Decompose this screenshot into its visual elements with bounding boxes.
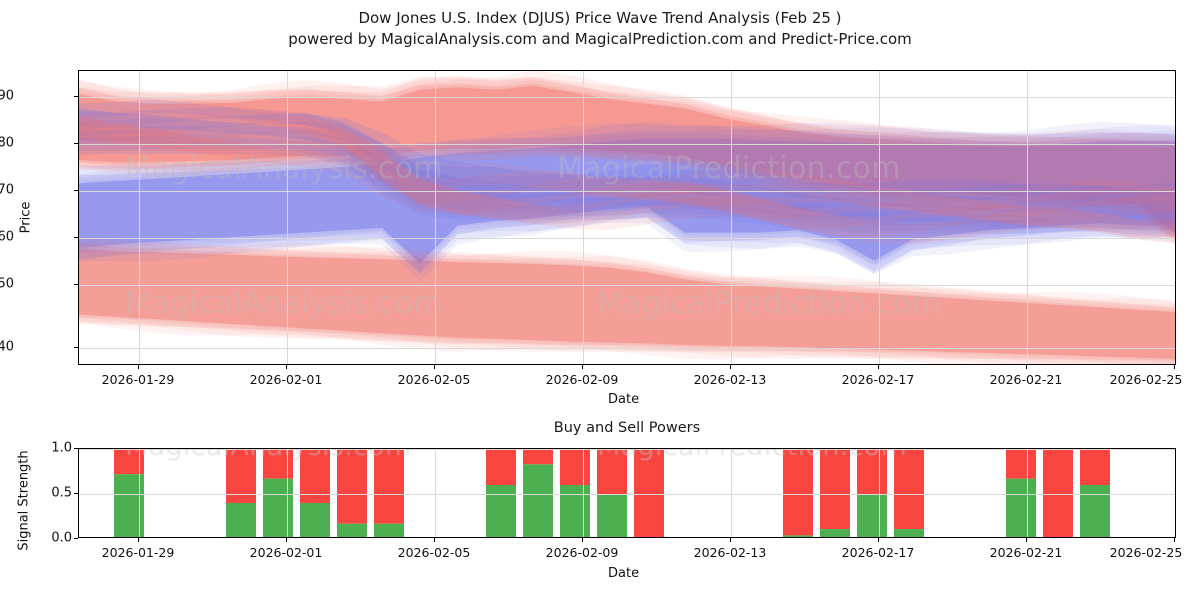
xtick-main-1: 2026-02-01 (249, 372, 323, 387)
sell-power-bar (820, 449, 850, 530)
page-subtitle: powered by MagicalAnalysis.com and Magic… (288, 30, 912, 48)
buy-power-bar (226, 503, 256, 537)
date-axis-label-lower: Date (608, 566, 640, 581)
buy-power-bar (523, 464, 553, 537)
ytick-1690: 1690 (0, 88, 14, 104)
price-chart-plot-area: MagicalAnalysis.com MagicalPrediction.co… (78, 70, 1176, 365)
xtick-lower-5: 2026-02-17 (841, 545, 915, 560)
ytick-1670: 1670 (0, 182, 14, 198)
ytick-1680: 1680 (0, 135, 14, 151)
buy-power-bar (337, 523, 367, 537)
xtick-main-2: 2026-02-05 (397, 372, 471, 387)
sell-power-bar (374, 449, 404, 524)
xtick-main-6: 2026-02-21 (989, 372, 1063, 387)
xtick-lower-6: 2026-02-21 (989, 545, 1063, 560)
sell-power-bar (894, 449, 924, 530)
buy-power-bar (1006, 478, 1036, 537)
buy-sell-power-bars (114, 449, 1110, 537)
sell-power-bar (597, 449, 627, 494)
lower-panel-title: Buy and Sell Powers (553, 420, 701, 436)
buy-power-bar (374, 523, 404, 537)
sell-power-bar (1006, 449, 1036, 479)
sell-power-bar (337, 449, 367, 524)
ytick-signal-05: 0.5 (51, 485, 72, 501)
sell-power-bar (783, 449, 813, 536)
buy-power-bar (857, 494, 887, 537)
xtick-main-7: 2026-02-25 (1109, 372, 1183, 387)
buy-power-bar (894, 529, 924, 537)
buy-power-bar (263, 478, 293, 537)
sell-power-bar (1080, 449, 1110, 485)
xtick-lower-1: 2026-02-01 (249, 545, 323, 560)
xtick-lower-7: 2026-02-25 (1109, 545, 1183, 560)
xtick-main-5: 2026-02-17 (841, 372, 915, 387)
xtick-lower-0: 2026-01-29 (101, 545, 175, 560)
page-title: Dow Jones U.S. Index (DJUS) Price Wave T… (358, 9, 842, 27)
buy-power-bar (597, 494, 627, 537)
price-wave-bands (79, 71, 1175, 364)
xtick-main-0: 2026-01-29 (101, 372, 175, 387)
signal-axis-label: Signal Strength (16, 450, 32, 551)
ytick-1640: 1640 (0, 339, 14, 355)
sell-power-bar (263, 449, 293, 479)
sell-power-bar (486, 449, 516, 485)
ytick-1660: 1660 (0, 229, 14, 245)
xtick-lower-4: 2026-02-13 (693, 545, 767, 560)
sell-power-bar (560, 449, 590, 485)
sell-power-bar (1043, 449, 1073, 537)
buy-power-bar (1080, 485, 1110, 537)
sell-power-bar (523, 449, 553, 465)
buy-power-bar (820, 529, 850, 537)
buy-power-bar (783, 535, 813, 537)
buy-power-bar (300, 503, 330, 537)
buy-power-bar (486, 485, 516, 537)
xtick-main-4: 2026-02-13 (693, 372, 767, 387)
price-axis-label: Price (18, 201, 34, 234)
ytick-signal-0: 0.0 (51, 530, 72, 546)
chart-title-block: Dow Jones U.S. Index (DJUS) Price Wave T… (0, 8, 1200, 50)
ytick-signal-1: 1.0 (51, 440, 72, 456)
xtick-main-3: 2026-02-09 (545, 372, 619, 387)
ytick-1650: 1650 (0, 276, 14, 292)
date-axis-label-main: Date (608, 392, 640, 407)
buy-power-bar (560, 485, 590, 537)
signal-chart-plot-area: MagicalAnalysis.com MagicalPrediction.co… (78, 448, 1176, 538)
sell-power-bar (634, 449, 664, 537)
xtick-lower-3: 2026-02-09 (545, 545, 619, 560)
sell-power-bar (857, 449, 887, 494)
xtick-lower-2: 2026-02-05 (397, 545, 471, 560)
